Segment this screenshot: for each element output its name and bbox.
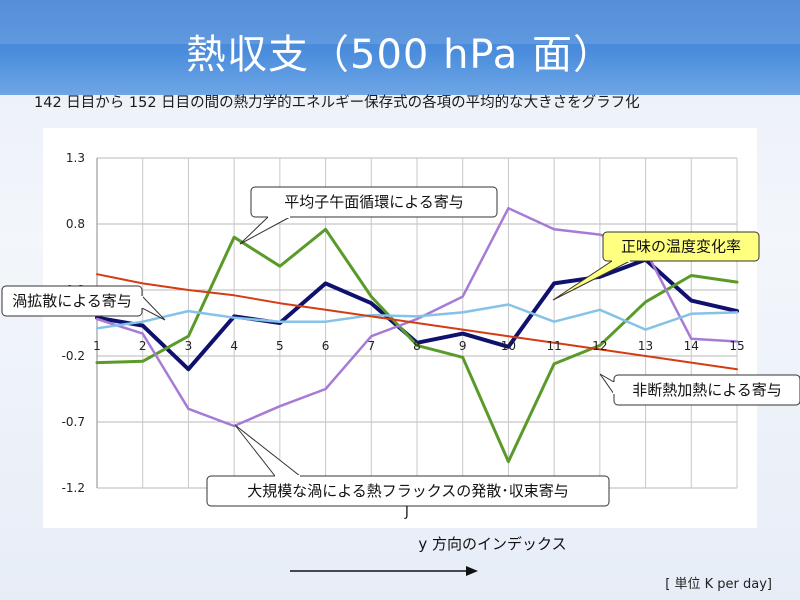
y-tick-label: -0.7 bbox=[62, 415, 85, 429]
x-tick-label: 9 bbox=[459, 339, 467, 353]
x-tick-label: 5 bbox=[276, 339, 284, 353]
callout-tail bbox=[239, 216, 291, 245]
callout-box bbox=[250, 186, 498, 218]
x-tick-label: 6 bbox=[322, 339, 330, 353]
y-tick-label: 1.3 bbox=[66, 151, 85, 165]
x-tick-label: 2 bbox=[139, 339, 147, 353]
x-axis-letter: J bbox=[405, 505, 409, 520]
x-tick-label: 13 bbox=[638, 339, 653, 353]
title-bar-shine bbox=[0, 0, 800, 44]
callout-tail bbox=[141, 294, 166, 321]
x-tick-label: 4 bbox=[230, 339, 238, 353]
x-tick-label: 8 bbox=[413, 339, 421, 353]
x-axis-label: y 方向のインデックス bbox=[418, 535, 567, 553]
callout-tail bbox=[234, 424, 302, 477]
y-tick-label: -0.2 bbox=[62, 349, 85, 363]
x-tick-label: 15 bbox=[729, 339, 744, 353]
callout-text-eddy_flux_note: 大規模な渦による熱フラックスの発散･収束寄与 bbox=[247, 482, 569, 500]
callout-box bbox=[602, 231, 760, 262]
callout-text-diffusion_note: 渦拡散による寄与 bbox=[12, 292, 132, 310]
x-tick-label: 11 bbox=[547, 339, 562, 353]
x-tick-label: 1 bbox=[93, 339, 101, 353]
x-tick-label: 3 bbox=[185, 339, 193, 353]
x-tick-label: 12 bbox=[592, 339, 607, 353]
callout-tail bbox=[599, 373, 615, 396]
x-tick-label: 14 bbox=[684, 339, 699, 353]
series-line-adiabatic bbox=[95, 227, 739, 464]
x-tick-label: 10 bbox=[501, 339, 516, 353]
title-bar bbox=[0, 0, 800, 95]
callout-text-mean_merid_note: 平均子午面循環による寄与 bbox=[284, 193, 464, 211]
y-tick-label: -1.2 bbox=[62, 481, 85, 495]
callout-text-nonadiabatic_note: 非断熱加熱による寄与 bbox=[632, 381, 782, 399]
page-subtitle: 142 日目から 152 日目の間の熱力学的エネルギー保存式の各項の平均的な大き… bbox=[34, 95, 640, 111]
x-tick-label: 7 bbox=[367, 339, 375, 353]
callout-text-temp_change_note: 正味の温度変化率 bbox=[621, 238, 741, 256]
unit-label: [ 単位 K per day] bbox=[665, 577, 772, 592]
y-tick-label: 0.8 bbox=[66, 217, 85, 231]
page-title: 熱収支（500 hPa 面） bbox=[186, 32, 614, 78]
callout-box bbox=[206, 475, 610, 507]
